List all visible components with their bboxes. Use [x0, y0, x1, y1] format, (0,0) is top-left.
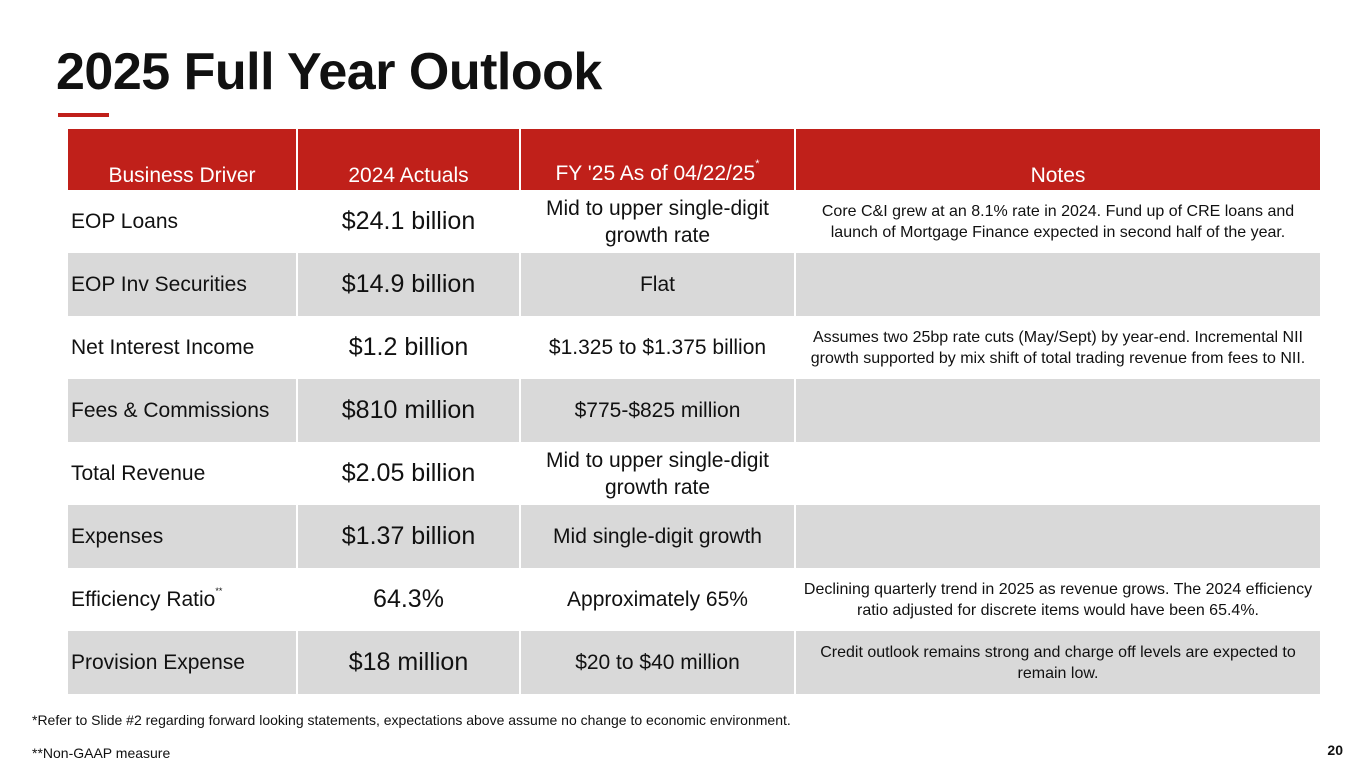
notes-cell: [795, 442, 1320, 505]
actual-cell: 64.3%: [297, 568, 521, 631]
outlook-table: Business Driver 2024 Actuals FY '25 As o…: [68, 129, 1320, 694]
notes-cell: [795, 253, 1320, 316]
fy25-outlook-cell: $1.325 to $1.375 billion: [520, 316, 796, 379]
fy25-outlook-cell: Approximately 65%: [520, 568, 796, 631]
fy25-outlook-cell: Mid single-digit growth: [520, 505, 796, 568]
driver-cell: Provision Expense: [68, 631, 298, 694]
actual-cell: $810 million: [297, 379, 521, 442]
notes-cell: [795, 379, 1320, 442]
actual-cell: $2.05 billion: [297, 442, 521, 505]
header-fy25-footnote-marker: *: [755, 158, 760, 170]
notes-cell: Core C&I grew at an 8.1% rate in 2024. F…: [821, 202, 1295, 241]
fy25-outlook-cell: Flat: [520, 253, 796, 316]
fy25-outlook-cell: Mid to upper single-digit growth rate: [520, 190, 796, 253]
notes-cell: Assumes two 25bp rate cuts (May/Sept) by…: [810, 328, 1306, 367]
notes-cell: [795, 505, 1320, 568]
table-row: Total Revenue $2.05 billion Mid to upper s…: [68, 442, 1320, 505]
table-row: Efficiency Ratio** 64.3% Approximately 65%…: [68, 568, 1320, 631]
notes-cell: Credit outlook remains strong and charge…: [795, 631, 1320, 694]
actual-cell: $1.37 billion: [297, 505, 521, 568]
fy25-outlook-cell: $775-$825 million: [520, 379, 796, 442]
driver-cell: Total Revenue: [68, 442, 298, 505]
actual-cell: $24.1 billion: [297, 190, 521, 253]
footnote-forward-looking: *Refer to Slide #2 regarding forward loo…: [32, 712, 791, 728]
footnote-marker: **: [215, 585, 223, 596]
fy25-outlook-cell: Mid to upper single-digit growth rate: [520, 442, 796, 505]
page-number: 20: [1327, 742, 1343, 758]
driver-cell: Efficiency Ratio**: [68, 568, 298, 631]
table-header-row: Business Driver 2024 Actuals FY '25 As o…: [68, 129, 1320, 190]
header-notes: Notes: [795, 129, 1320, 190]
actual-cell: $14.9 billion: [297, 253, 521, 316]
actual-cell: $1.2 billion: [297, 316, 521, 379]
header-business-driver: Business Driver: [68, 129, 298, 190]
driver-cell: Fees & Commissions: [68, 379, 298, 442]
actual-cell: $18 million: [297, 631, 521, 694]
footnote-non-gaap: **Non-GAAP measure: [32, 745, 171, 761]
table-row: Fees & Commissions $810 million $775-$825 …: [68, 379, 1320, 442]
page-title: 2025 Full Year Outlook: [56, 43, 602, 101]
table-row: EOP Loans $24.1 billion Mid to upper singl…: [68, 190, 1320, 253]
driver-cell: EOP Loans: [68, 190, 298, 253]
header-fy25: FY '25 As of 04/22/25*: [520, 129, 796, 190]
driver-cell: Expenses: [68, 505, 298, 568]
table-row: Provision Expense $18 million $20 to $40 m…: [68, 631, 1320, 694]
table-row: EOP Inv Securities $14.9 billion Flat: [68, 253, 1320, 316]
notes-cell: Declining quarterly trend in 2025 as rev…: [803, 580, 1313, 619]
table-row: Net Interest Income $1.2 billion $1.325 to…: [68, 316, 1320, 379]
driver-cell: EOP Inv Securities: [68, 253, 298, 316]
header-2024-actuals: 2024 Actuals: [297, 129, 521, 190]
fy25-outlook-cell: $20 to $40 million: [520, 631, 796, 694]
title-underline: [58, 113, 109, 117]
driver-cell: Net Interest Income: [68, 316, 298, 379]
table-row: Expenses $1.37 billion Mid single-digit gr…: [68, 505, 1320, 568]
